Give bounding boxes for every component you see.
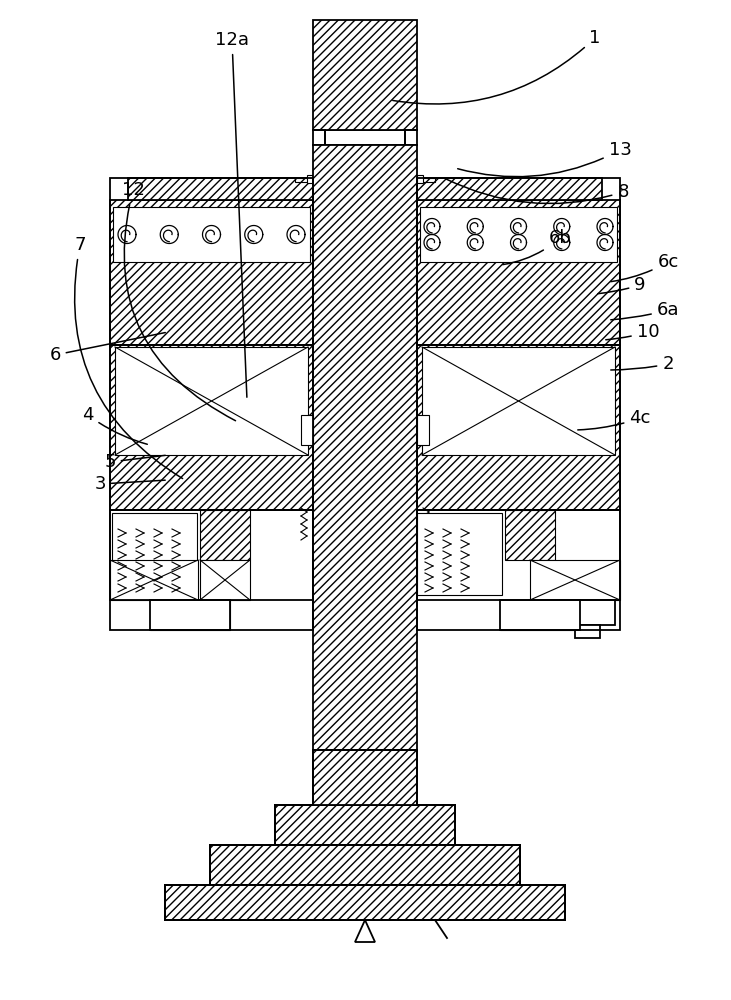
Bar: [500, 600, 580, 630]
Bar: [112, 513, 197, 595]
Bar: [113, 207, 310, 262]
Text: 12a: 12a: [215, 31, 249, 397]
Bar: [275, 805, 455, 845]
Text: 4: 4: [83, 406, 148, 444]
Bar: [417, 178, 435, 182]
Bar: [417, 175, 423, 183]
Bar: [210, 845, 520, 885]
Text: 3: 3: [94, 475, 165, 493]
Text: 1: 1: [393, 29, 601, 104]
Text: 5: 5: [105, 453, 165, 471]
Text: 6c: 6c: [611, 253, 678, 282]
Bar: [165, 885, 565, 920]
Bar: [313, 145, 417, 750]
Bar: [560, 600, 615, 625]
Bar: [575, 625, 600, 638]
Bar: [295, 178, 313, 182]
Text: 7: 7: [75, 236, 183, 479]
Bar: [422, 347, 615, 455]
Bar: [275, 805, 455, 845]
Text: 2: 2: [611, 355, 674, 373]
Bar: [110, 178, 313, 630]
Text: 13: 13: [458, 141, 632, 177]
Bar: [530, 560, 620, 600]
Bar: [128, 178, 313, 200]
Bar: [417, 415, 429, 445]
Text: 10: 10: [606, 323, 659, 341]
Text: 9: 9: [598, 276, 645, 294]
Bar: [210, 845, 520, 885]
Bar: [313, 750, 417, 805]
Text: 4c: 4c: [577, 409, 651, 430]
Bar: [417, 510, 620, 600]
Bar: [307, 175, 313, 183]
Bar: [417, 200, 620, 345]
Bar: [417, 178, 620, 630]
Bar: [417, 345, 620, 510]
Bar: [420, 207, 617, 262]
Bar: [325, 130, 405, 145]
Bar: [417, 513, 502, 595]
Bar: [505, 510, 555, 560]
Text: 12: 12: [121, 181, 235, 421]
Bar: [150, 600, 230, 630]
Bar: [110, 200, 313, 345]
Text: 8: 8: [447, 179, 629, 204]
Bar: [500, 600, 580, 630]
Bar: [150, 600, 230, 630]
Bar: [115, 347, 308, 455]
Polygon shape: [355, 920, 375, 942]
Bar: [200, 560, 250, 600]
Bar: [301, 415, 313, 445]
Bar: [110, 560, 198, 600]
Bar: [165, 885, 565, 920]
Bar: [200, 510, 250, 560]
Bar: [417, 178, 602, 200]
Bar: [110, 345, 313, 510]
Bar: [110, 510, 313, 600]
Text: 6a: 6a: [611, 301, 679, 320]
Text: 6: 6: [49, 333, 165, 364]
Bar: [313, 20, 417, 130]
Text: 6b: 6b: [503, 229, 572, 265]
